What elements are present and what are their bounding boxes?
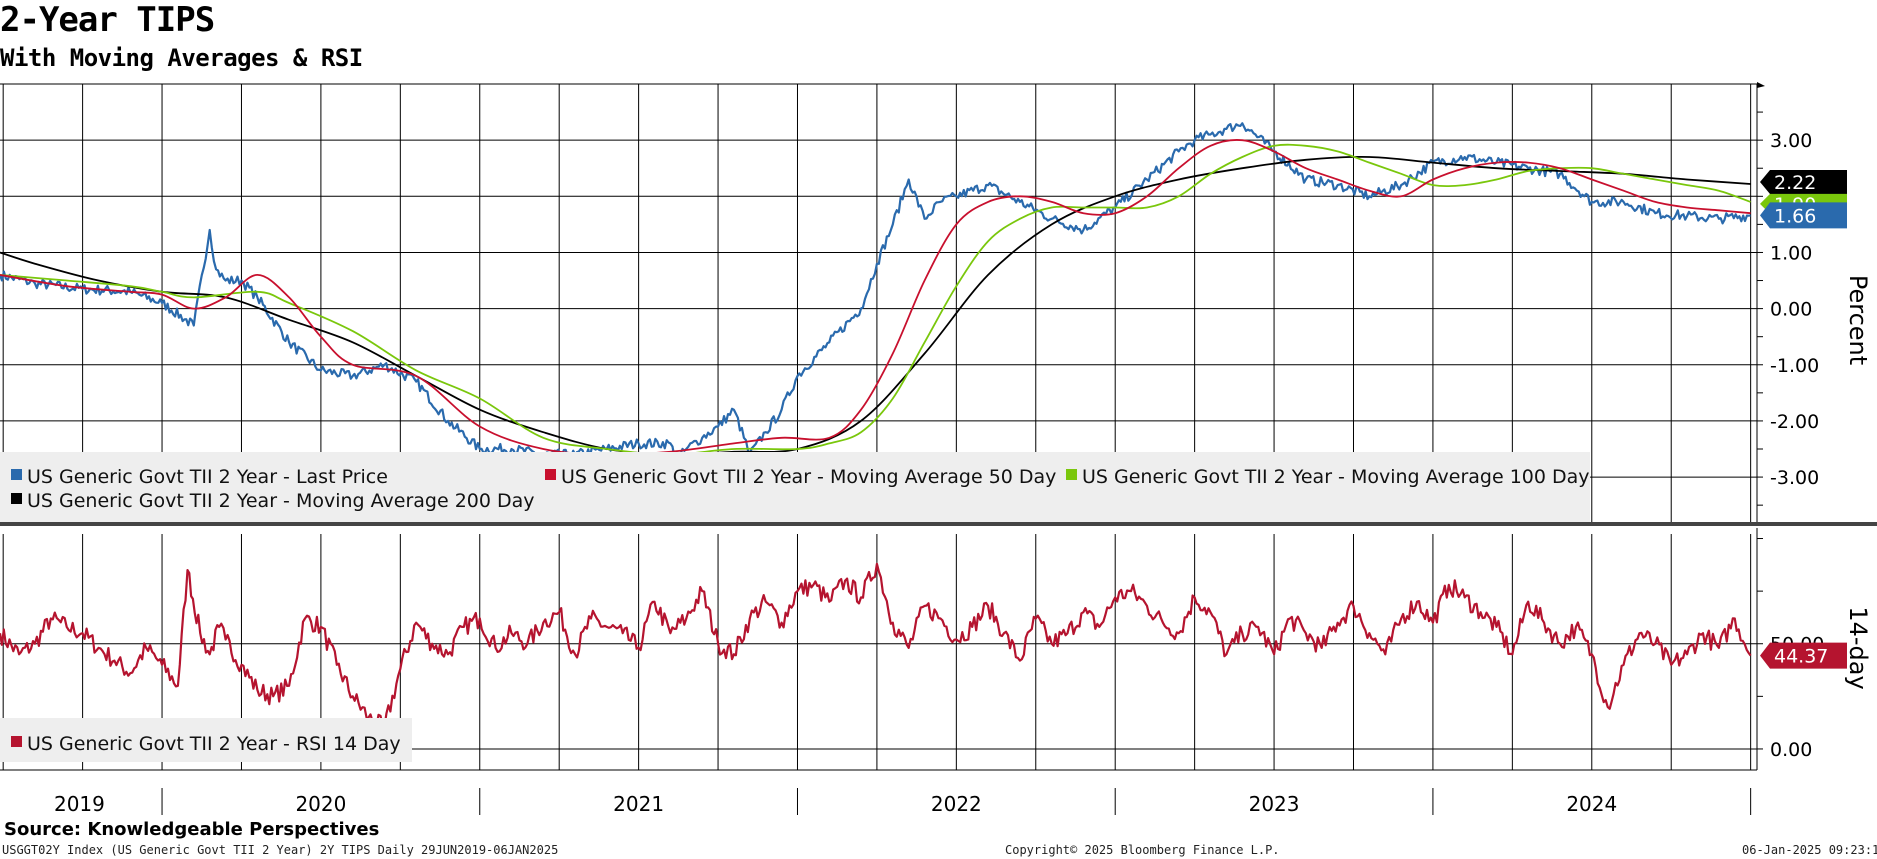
legend-label-price: US Generic Govt TII 2 Year - Last Price <box>27 466 388 488</box>
ticker-line: USGGT02Y Index (US Generic Govt TII 2 Ye… <box>2 843 559 857</box>
axis-arrow <box>1757 82 1765 88</box>
chart-title: 2-Year TIPS <box>0 0 215 40</box>
legend-swatch-ma50 <box>545 469 556 480</box>
timestamp: 06-Jan-2025 09:23:19 <box>1742 843 1877 857</box>
x-tick-label-year: 2020 <box>295 792 346 816</box>
legend-swatch-ma200 <box>11 493 22 504</box>
series-line-ma50 <box>0 139 1751 456</box>
legend-swatch-price <box>11 469 22 480</box>
legend-label-rsi: US Generic Govt TII 2 Year - RSI 14 Day <box>27 733 401 755</box>
x-tick-label-year: 2023 <box>1249 792 1300 816</box>
legend-swatch-rsi <box>11 736 22 747</box>
last-value-tag-ma200-shape <box>1760 169 1847 194</box>
last-value-tag-price-shape <box>1760 202 1847 229</box>
copyright: Copyright© 2025 Bloomberg Finance L.P. <box>1005 843 1280 857</box>
x-tick-label-year: 2021 <box>613 792 664 816</box>
y-tick-label: -3.00 <box>1770 467 1819 489</box>
rsi-legend: US Generic Govt TII 2 Year - RSI 14 Day <box>0 718 412 762</box>
last-value-tag-rsi-label: 44.37 <box>1774 646 1828 668</box>
rsi-legend-background <box>0 718 412 762</box>
x-tick-label-year: 2022 <box>931 792 982 816</box>
legend-background <box>0 452 1590 522</box>
y-axis-title-14-day: 14-day <box>1844 606 1872 689</box>
last-value-tag-rsi-shape <box>1760 642 1847 669</box>
legend-swatch-ma100 <box>1066 469 1077 480</box>
last-value-tag-ma200-label: 2.22 <box>1774 172 1816 194</box>
last-value-tag-ma200: 2.22 <box>1760 169 1847 194</box>
x-axis-years: 2019 2020 2021 2022 2023 2024 <box>54 788 1752 816</box>
y-tick-label: 1.00 <box>1770 242 1812 264</box>
legend-label-ma200: US Generic Govt TII 2 Year - Moving Aver… <box>27 490 535 512</box>
y-tick-label: 3.00 <box>1770 130 1812 152</box>
x-tick-label-year: 2024 <box>1566 792 1617 816</box>
main-legend: US Generic Govt TII 2 Year - Last Price … <box>0 452 1590 522</box>
last-value-tag-price-label: 1.66 <box>1774 205 1816 227</box>
main-y-axis: 3.002.001.000.00-1.00-2.00-3.00 <box>1756 82 1819 522</box>
last-value-tag-rsi: 44.37 <box>1760 642 1847 669</box>
y-axis-title-percent: Percent <box>1844 275 1872 365</box>
series-line-ma100 <box>0 143 1751 456</box>
rsi-panel-series <box>0 562 1752 729</box>
series-line-price <box>0 122 1751 462</box>
chart-subtitle: With Moving Averages & RSI <box>0 44 363 72</box>
last-value-tag-price: 1.66 <box>1760 202 1847 229</box>
main-panel-grid <box>0 83 1877 526</box>
legend-label-ma50: US Generic Govt TII 2 Year - Moving Aver… <box>561 466 1056 488</box>
rsi-panel-grid <box>0 534 1757 771</box>
source-note: Source: Knowledgeable Perspectives <box>4 819 380 840</box>
chart-canvas: 3.002.001.000.00-1.00-2.00-3.00 50.000.0… <box>0 82 1877 816</box>
series-line-ma200 <box>0 155 1751 456</box>
y-tick-label: -1.00 <box>1770 355 1819 377</box>
y-tick-label: 0.00 <box>1770 739 1812 761</box>
x-tick-label-year: 2019 <box>54 792 105 816</box>
legend-label-ma100: US Generic Govt TII 2 Year - Moving Aver… <box>1082 466 1590 488</box>
y-tick-label: 0.00 <box>1770 299 1812 321</box>
panel-separator <box>0 522 1877 526</box>
series-line-rsi <box>0 562 1752 729</box>
y-tick-label: -2.00 <box>1770 411 1819 433</box>
main-panel-series <box>0 122 1751 462</box>
